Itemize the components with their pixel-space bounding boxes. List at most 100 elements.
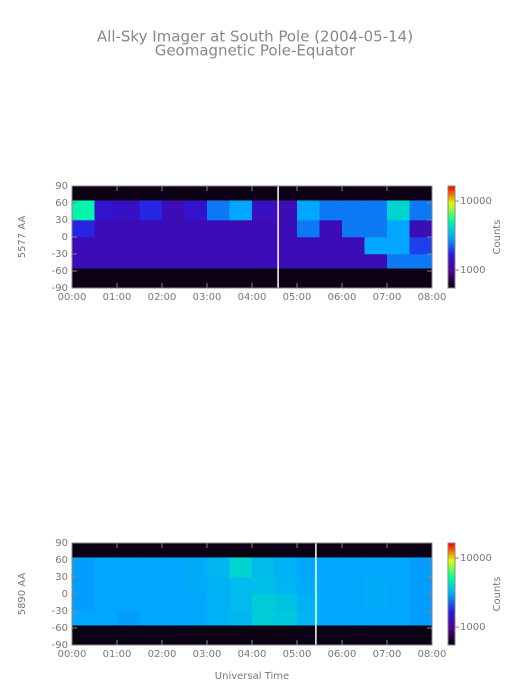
- colorbar-swatch: [448, 571, 455, 575]
- colorbar-swatch: [448, 242, 455, 245]
- heatmap-cell: [364, 237, 388, 255]
- heatmap-cell: [184, 543, 208, 558]
- heatmap-cell: [409, 186, 433, 201]
- heatmap-cell: [229, 611, 253, 626]
- heatmap-cell: [342, 186, 365, 201]
- heatmap-cell: [94, 237, 118, 255]
- colorbar-swatch: [448, 267, 455, 270]
- colorbar-swatch: [448, 556, 455, 559]
- colorbar-swatch: [448, 235, 455, 238]
- colorbar-swatch: [448, 580, 455, 583]
- x-tick-label: 06:00: [328, 292, 357, 303]
- colorbar-swatch: [448, 544, 455, 547]
- heatmap-cell: [319, 200, 343, 221]
- heatmap-cell: [297, 237, 320, 255]
- heatmap-cell: [409, 577, 433, 595]
- colorbar-swatch: [448, 257, 455, 260]
- colorbar-swatch: [448, 272, 455, 275]
- heatmap-cell: [117, 594, 140, 612]
- colorbar-swatch: [448, 558, 455, 561]
- heatmap-cell: [252, 557, 275, 578]
- chart-title: All-Sky Imager at South Pole (2004-05-14…: [97, 28, 413, 46]
- colorbar-swatch: [448, 208, 455, 211]
- heatmap-cell: [409, 625, 433, 646]
- colorbar-swatch: [448, 587, 455, 590]
- heatmap-cell: [229, 577, 253, 595]
- heatmap-cell: [387, 625, 410, 646]
- colorbar-swatch: [448, 284, 455, 287]
- colorbar-swatch: [448, 631, 455, 634]
- heatmap-cell: [409, 268, 433, 289]
- colorbar-swatch: [448, 583, 455, 586]
- heatmap-cell: [184, 557, 208, 578]
- colorbar-swatch: [448, 590, 455, 593]
- heatmap-cell: [319, 625, 343, 646]
- colorbar-swatch: [448, 269, 455, 272]
- heatmap-cell: [162, 594, 185, 612]
- colorbar-swatch: [448, 214, 455, 218]
- heatmap-cell: [184, 237, 208, 255]
- heatmap-cell: [72, 220, 95, 238]
- heatmap-cell: [274, 557, 298, 578]
- x-tick-label: 03:00: [193, 292, 222, 303]
- colorbar-swatch: [448, 238, 455, 241]
- heatmap-cell: [72, 625, 95, 646]
- colorbar-swatch: [448, 197, 455, 201]
- heatmap-cell: [274, 200, 298, 221]
- colorbar-swatch: [448, 607, 455, 610]
- colorbar-swatch: [448, 228, 455, 231]
- colorbar-swatch: [448, 194, 455, 197]
- heatmap-cell: [207, 557, 230, 578]
- heatmap-cell: [184, 186, 208, 201]
- heatmap-cell: [229, 254, 253, 269]
- heatmap-cell: [162, 557, 185, 578]
- colorbar-swatch: [448, 600, 455, 603]
- heatmap-cell: [139, 594, 163, 612]
- heatmap-cell: [319, 237, 343, 255]
- heatmap-cell: [319, 268, 343, 289]
- heatmap-cell: [207, 268, 230, 289]
- heatmap-cell: [252, 625, 275, 646]
- colorbar-swatch: [448, 230, 455, 233]
- heatmap-cell: [409, 594, 433, 612]
- heatmap-cell: [342, 557, 365, 578]
- heatmap-cell: [319, 220, 343, 238]
- heatmap-cell: [252, 200, 275, 221]
- x-axis-label: Universal Time: [215, 671, 289, 680]
- heatmap-cell: [274, 625, 298, 646]
- heatmap-cell: [297, 557, 320, 578]
- heatmap-cell: [319, 254, 343, 269]
- heatmap-cell: [117, 543, 140, 558]
- colorbar-swatch: [448, 585, 455, 588]
- heatmap-cell: [139, 611, 163, 626]
- heatmap-cell: [297, 220, 320, 238]
- heatmap-cell: [139, 254, 163, 269]
- heatmap-cell: [297, 200, 320, 221]
- x-tick-label: 07:00: [373, 292, 402, 303]
- heatmap-cell: [207, 625, 230, 646]
- heatmap-cell: [117, 237, 140, 255]
- colorbar-swatch: [448, 561, 455, 564]
- heatmap-cell: [252, 594, 275, 612]
- colorbar-swatch: [448, 597, 455, 600]
- heatmap-cell: [207, 543, 230, 558]
- heatmap-cell: [274, 220, 298, 238]
- heatmap-cell: [184, 220, 208, 238]
- colorbar-swatch: [448, 599, 455, 602]
- y-tick-label: 60: [55, 555, 68, 566]
- heatmap-cell: [297, 543, 320, 558]
- colorbar-swatch: [448, 565, 455, 568]
- colorbar-swatch: [448, 621, 455, 624]
- heatmap-cell: [364, 543, 388, 558]
- colorbar-swatch: [448, 264, 455, 267]
- colorbar-swatch: [448, 213, 455, 216]
- heatmap-cell: [229, 594, 253, 612]
- heatmap-cell: [364, 200, 388, 221]
- heatmap-cell: [229, 557, 253, 578]
- heatmap-cell: [274, 186, 298, 201]
- heatmap-cell: [297, 254, 320, 269]
- colorbar-swatch: [448, 254, 455, 257]
- heatmap-cell: [387, 577, 410, 595]
- y-tick-label: 60: [55, 198, 68, 209]
